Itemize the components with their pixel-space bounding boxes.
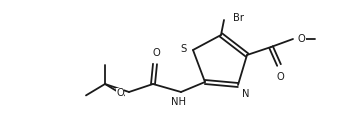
Text: O: O xyxy=(298,34,306,44)
Text: NH: NH xyxy=(171,97,186,107)
Text: O: O xyxy=(152,48,160,58)
Text: O: O xyxy=(276,72,284,82)
Text: N: N xyxy=(242,89,249,99)
Text: Br: Br xyxy=(233,13,244,23)
Text: S: S xyxy=(181,44,187,54)
Text: O: O xyxy=(116,88,124,98)
